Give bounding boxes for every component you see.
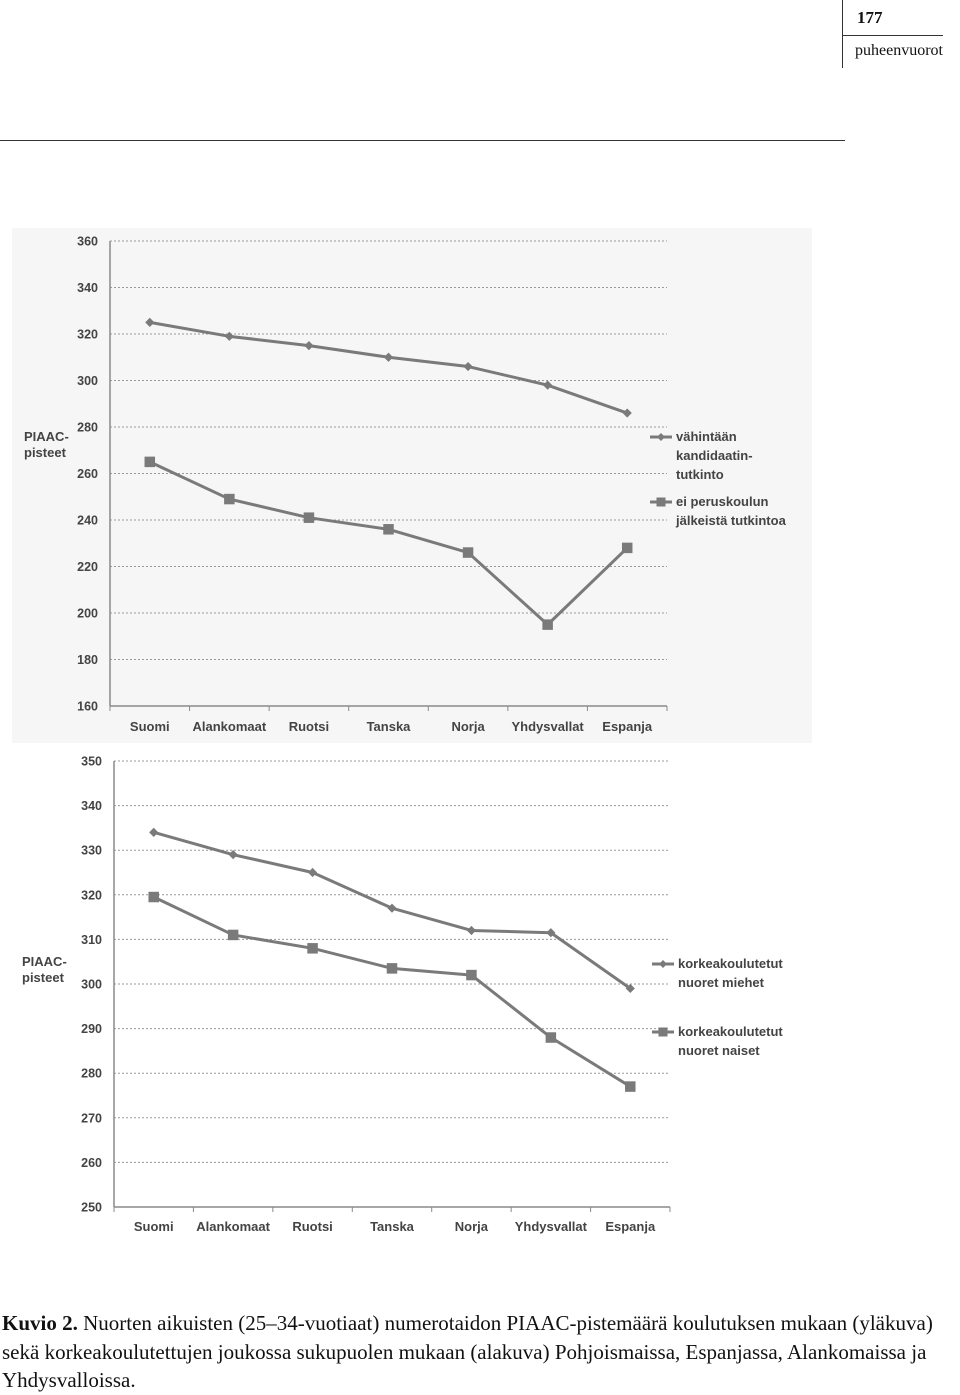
data-point bbox=[466, 969, 477, 981]
x-tick-label: Yhdysvallat bbox=[515, 1219, 588, 1234]
y-tick-label: 240 bbox=[77, 514, 98, 528]
y-tick-label: 200 bbox=[77, 607, 98, 621]
data-point bbox=[622, 408, 632, 418]
data-point bbox=[386, 963, 398, 974]
series-line bbox=[149, 460, 629, 627]
y-tick-label: 160 bbox=[77, 700, 98, 714]
page-header: 177 puheenvuorot bbox=[842, 0, 960, 68]
chart-upper-svg: 160 180 200 220 240 260 280 300 320 340 360 Suomi Al… bbox=[24, 235, 787, 735]
data-point bbox=[543, 380, 553, 390]
legend-label: vähintään kandidaatin-tutkinto bbox=[676, 429, 753, 482]
y-tick-label: 350 bbox=[81, 755, 102, 769]
y-tick-label: 270 bbox=[81, 1111, 102, 1125]
data-point bbox=[227, 929, 239, 941]
page-number: 177 bbox=[857, 8, 883, 27]
data-point bbox=[144, 456, 156, 468]
legend-label: korkeakoulutetut nuoret naiset bbox=[678, 1024, 783, 1058]
x-tick-label: Norja bbox=[455, 1219, 489, 1234]
x-tick-label: Tanska bbox=[370, 1219, 415, 1234]
data-point bbox=[466, 925, 477, 936]
y-tick-label: 310 bbox=[81, 933, 102, 947]
y-tick-label: 340 bbox=[77, 281, 98, 295]
section-name: puheenvuorot bbox=[855, 42, 943, 59]
y-tick-label: 300 bbox=[77, 374, 98, 388]
y-tick-label: 280 bbox=[81, 1067, 102, 1081]
x-tick-label: Ruotsi bbox=[289, 719, 329, 734]
data-point bbox=[307, 867, 318, 878]
header-divider bbox=[843, 35, 943, 36]
y-axis-label: PIAAC-pisteet bbox=[22, 954, 67, 985]
y-tick-label: 250 bbox=[81, 1201, 102, 1215]
x-tick-label: Suomi bbox=[130, 719, 170, 734]
x-tick-label: Norja bbox=[451, 719, 485, 734]
y-tick-label: 260 bbox=[77, 467, 98, 481]
y-tick-label: 330 bbox=[81, 844, 102, 858]
x-tick-label: Yhdysvallat bbox=[512, 719, 585, 734]
y-tick-label: 280 bbox=[77, 421, 98, 435]
data-point bbox=[383, 524, 394, 535]
data-point bbox=[545, 1032, 557, 1043]
chart-upper: 160 180 200 220 240 260 280 300 320 340 360 Suomi Al… bbox=[12, 228, 812, 743]
x-tick-label: Tanska bbox=[367, 719, 412, 734]
data-point bbox=[542, 619, 553, 630]
legend-marker bbox=[656, 497, 666, 507]
data-point bbox=[307, 943, 318, 954]
legend-marker bbox=[659, 960, 667, 968]
y-axis-label: PIAAC-pisteet bbox=[24, 429, 69, 460]
y-tick-label: 300 bbox=[81, 978, 102, 992]
data-point bbox=[303, 512, 315, 523]
legend-label: korkeakoulutetut nuoret miehet bbox=[678, 956, 783, 990]
data-point bbox=[462, 547, 474, 558]
legend-marker bbox=[657, 433, 665, 441]
x-tick-label: Suomi bbox=[134, 1219, 174, 1234]
data-point bbox=[228, 850, 238, 860]
y-tick-label: 320 bbox=[81, 888, 102, 902]
legend-label: ei peruskoulun jälkeistä tutkintoa bbox=[675, 494, 787, 528]
data-point bbox=[149, 827, 159, 837]
data-point bbox=[148, 891, 159, 903]
y-tick-label: 340 bbox=[81, 799, 102, 813]
data-point bbox=[224, 493, 235, 505]
x-tick-label: Alankomaat bbox=[193, 719, 267, 734]
y-tick-label: 320 bbox=[77, 328, 98, 342]
data-point bbox=[383, 352, 394, 362]
data-point bbox=[304, 341, 314, 351]
y-tick-label: 290 bbox=[81, 1022, 102, 1036]
y-tick-label: 260 bbox=[81, 1156, 102, 1170]
x-tick-label: Ruotsi bbox=[292, 1219, 332, 1234]
y-tick-label: 220 bbox=[77, 560, 98, 574]
data-point bbox=[463, 361, 473, 372]
legend-marker bbox=[658, 1027, 668, 1037]
x-tick-label: Espanja bbox=[605, 1219, 656, 1234]
data-point bbox=[224, 331, 234, 341]
y-tick-label: 180 bbox=[77, 653, 98, 667]
x-tick-label: Alankomaat bbox=[196, 1219, 270, 1234]
top-rule bbox=[0, 140, 845, 141]
series-line bbox=[153, 895, 632, 1088]
series-line bbox=[149, 320, 628, 415]
figure-caption: Kuvio 2. Nuorten aikuisten (25–34-vuotia… bbox=[2, 1309, 952, 1395]
data-point bbox=[145, 317, 155, 327]
chart-lower-svg: 250 260 270 280 290 300 310 320 330 340 350 Suomi Al… bbox=[22, 755, 783, 1235]
x-tick-label: Espanja bbox=[602, 719, 653, 734]
data-point bbox=[621, 542, 633, 554]
chart-lower: 250 260 270 280 290 300 310 320 330 340 350 Suomi Al… bbox=[12, 746, 812, 1246]
caption-text: Nuorten aikuisten (25–34-vuotiaat) numer… bbox=[2, 1311, 933, 1392]
y-tick-label: 360 bbox=[77, 235, 98, 249]
data-point bbox=[625, 1081, 636, 1092]
caption-label: Kuvio 2. bbox=[2, 1311, 78, 1335]
data-point bbox=[387, 903, 397, 913]
